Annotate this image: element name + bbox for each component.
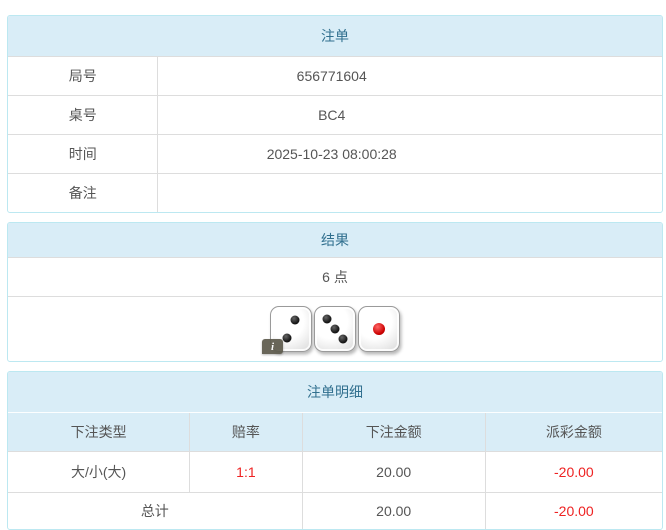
dice-row: i [8, 297, 662, 361]
info-icon[interactable]: i [262, 339, 283, 354]
table-row-round: 局号 656771604 [8, 57, 662, 96]
bet-order-title: 注单 [8, 16, 662, 57]
payout-amount-value: -20.00 [484, 452, 662, 492]
odds-value: 1:1 [189, 452, 301, 492]
details-total-row: 总计 20.00 -20.00 [8, 493, 662, 529]
red-pip [373, 323, 385, 335]
bet-details-title: 注单明细 [8, 372, 662, 413]
result-title: 结果 [8, 223, 662, 258]
details-header-row: 下注类型 赔率 下注金额 派彩金额 [8, 413, 662, 452]
table-row-time: 时间 2025-10-23 08:00:28 [8, 135, 662, 174]
spacer-cell [505, 57, 662, 95]
column-header-payout-amount: 派彩金额 [484, 413, 662, 451]
spacer-cell [505, 96, 662, 134]
dice-group: i [262, 306, 401, 354]
round-label: 局号 [8, 57, 159, 95]
remark-value [158, 174, 505, 212]
remark-label: 备注 [8, 174, 159, 212]
result-points-row: 6 点 [8, 258, 662, 297]
bet-details-panel: 注单明细 下注类型 赔率 下注金额 派彩金额 大/小(大) 1:1 20.00 … [7, 371, 663, 530]
round-value: 656771604 [296, 68, 367, 84]
pip [322, 314, 332, 324]
total-bet-amount: 20.00 [301, 493, 485, 529]
spacer-cell [505, 135, 662, 173]
time-label: 时间 [8, 135, 159, 173]
bet-order-panel: 注单 局号 656771604 桌号 BC4 时间 2025-10-23 08:… [7, 15, 663, 213]
table-row-remark: 备注 [8, 174, 662, 212]
bet-amount-value: 20.00 [301, 452, 485, 492]
pip [330, 324, 340, 334]
column-header-bet-amount: 下注金额 [301, 413, 485, 451]
die-1 [358, 306, 400, 352]
table-row-table: 桌号 BC4 [8, 96, 662, 135]
result-points: 6 点 [322, 269, 348, 285]
table-label: 桌号 [8, 96, 159, 134]
column-header-bet-type: 下注类型 [70, 424, 127, 440]
column-header-odds: 赔率 [189, 413, 301, 451]
bet-type-value: 大/小(大) [70, 464, 127, 480]
total-label: 总计 [140, 503, 169, 519]
pip [338, 334, 348, 344]
result-panel: 结果 6 点 i [7, 222, 663, 362]
pip [282, 333, 292, 343]
details-data-row: 大/小(大) 1:1 20.00 -20.00 [8, 452, 662, 493]
table-value: BC4 [318, 107, 346, 123]
spacer-cell [505, 174, 662, 212]
time-value: 2025-10-23 08:00:28 [266, 146, 397, 162]
pip [290, 315, 300, 325]
die-3 [314, 306, 356, 352]
total-payout-amount: -20.00 [484, 493, 662, 529]
